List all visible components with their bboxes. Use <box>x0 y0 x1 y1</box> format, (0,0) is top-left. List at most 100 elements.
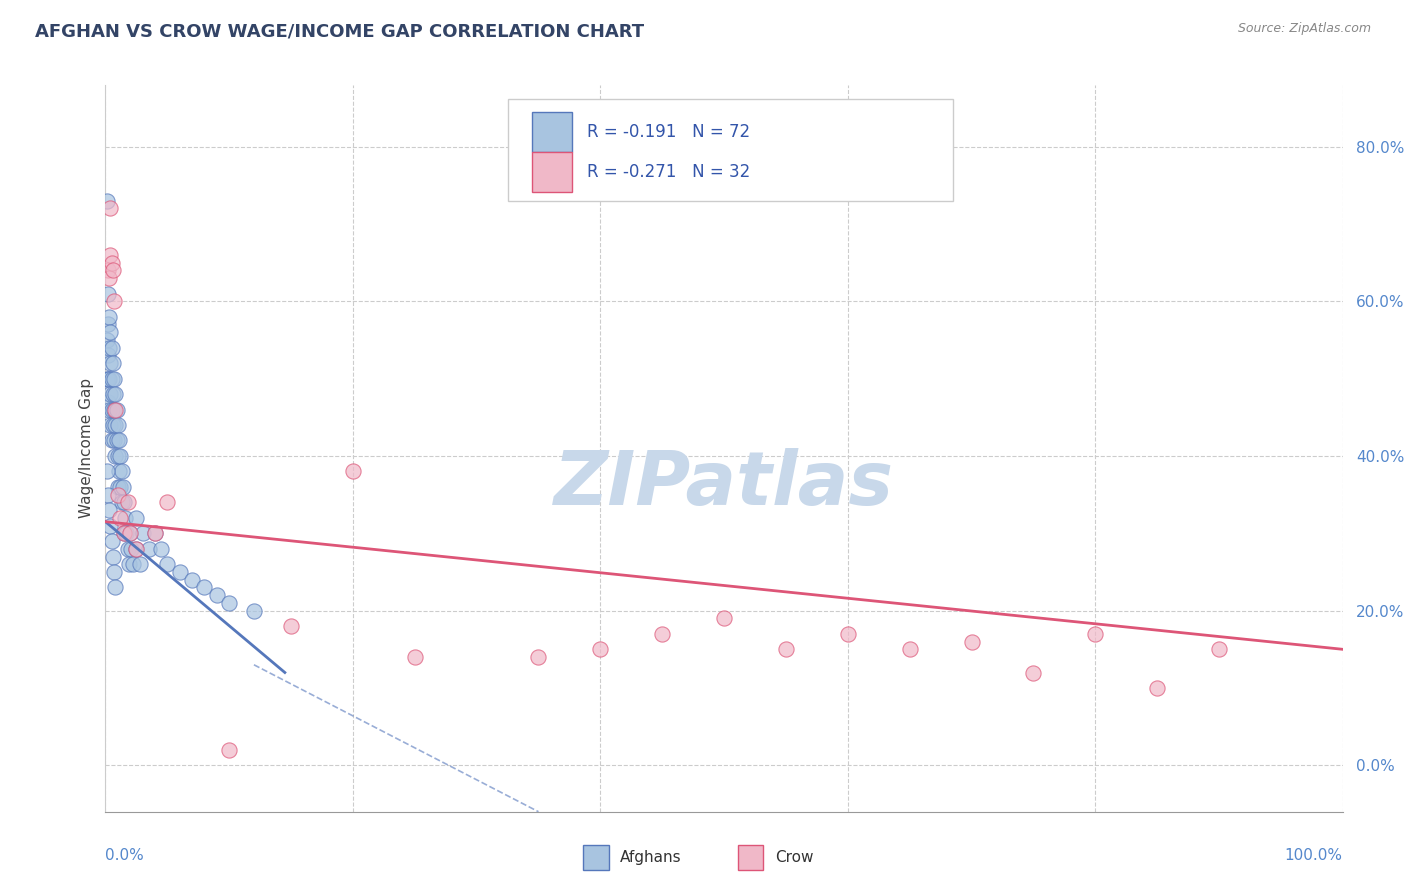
Point <box>107 417 129 432</box>
Point <box>101 387 124 401</box>
Point <box>100 387 122 401</box>
Point <box>98 310 121 324</box>
Point <box>108 465 131 479</box>
Point <box>129 558 152 572</box>
Point <box>100 371 122 385</box>
Point <box>169 565 191 579</box>
Point <box>960 634 983 648</box>
Bar <box>533 152 572 192</box>
Bar <box>533 112 572 152</box>
Point <box>111 480 134 494</box>
Point <box>100 417 122 432</box>
Point <box>117 495 139 509</box>
Point <box>101 417 124 432</box>
Point <box>143 526 166 541</box>
Point <box>131 526 153 541</box>
Point <box>1208 642 1230 657</box>
Point <box>98 402 121 417</box>
Point <box>118 558 141 572</box>
Point <box>104 387 127 401</box>
Point <box>103 294 125 309</box>
Point <box>105 402 128 417</box>
Point <box>97 318 120 332</box>
Point <box>108 434 131 448</box>
Text: Crow: Crow <box>775 850 813 864</box>
FancyBboxPatch shape <box>508 99 953 201</box>
Point <box>101 549 124 564</box>
Point <box>100 534 122 549</box>
Point <box>112 526 135 541</box>
Point <box>1146 681 1168 695</box>
Point <box>156 558 179 572</box>
Point <box>101 356 124 370</box>
Point <box>404 650 426 665</box>
Point <box>125 541 148 556</box>
Text: AFGHAN VS CROW WAGE/INCOME GAP CORRELATION CHART: AFGHAN VS CROW WAGE/INCOME GAP CORRELATI… <box>35 22 644 40</box>
Point <box>100 402 122 417</box>
Point <box>103 565 125 579</box>
Text: 100.0%: 100.0% <box>1285 848 1343 863</box>
Point <box>104 417 127 432</box>
Point <box>97 286 120 301</box>
Point <box>98 271 121 285</box>
Point <box>103 371 125 385</box>
Point <box>97 348 120 362</box>
Point <box>100 325 122 339</box>
Y-axis label: Wage/Income Gap: Wage/Income Gap <box>79 378 94 518</box>
Point <box>218 743 240 757</box>
Point <box>104 402 127 417</box>
Point <box>103 402 125 417</box>
Point <box>97 394 120 409</box>
Point <box>114 511 136 525</box>
Point <box>589 642 612 657</box>
Point <box>110 465 132 479</box>
Point <box>837 627 859 641</box>
Point <box>107 480 129 494</box>
Point <box>125 511 148 525</box>
Point <box>97 488 120 502</box>
Point <box>181 573 204 587</box>
Point <box>105 434 128 448</box>
Point <box>96 333 118 347</box>
Text: Afghans: Afghans <box>620 850 682 864</box>
Point <box>120 541 142 556</box>
Point <box>121 558 143 572</box>
Point <box>100 356 122 370</box>
Point <box>96 371 118 385</box>
Point <box>205 588 228 602</box>
Point <box>104 449 127 463</box>
Point <box>243 604 266 618</box>
Point <box>110 480 132 494</box>
Point <box>100 434 122 448</box>
Point <box>280 619 302 633</box>
Point <box>97 263 120 277</box>
Point <box>96 194 118 208</box>
Point <box>110 449 132 463</box>
Point <box>1084 627 1107 641</box>
Point <box>98 503 121 517</box>
Point <box>107 449 129 463</box>
Point <box>100 341 122 355</box>
Point <box>97 371 120 385</box>
Point <box>125 541 148 556</box>
Point <box>527 650 550 665</box>
Point <box>138 541 160 556</box>
Point <box>98 341 121 355</box>
Point <box>110 495 132 509</box>
Point <box>100 255 122 269</box>
Point <box>143 526 166 541</box>
Point <box>156 495 179 509</box>
Point <box>120 526 142 541</box>
Point <box>100 248 122 262</box>
Text: R = -0.191   N = 72: R = -0.191 N = 72 <box>586 123 749 141</box>
Point <box>150 541 173 556</box>
Point <box>98 371 121 385</box>
Point <box>112 495 135 509</box>
Point <box>342 465 364 479</box>
Point <box>1022 665 1045 680</box>
Point <box>107 488 129 502</box>
Point <box>193 581 215 595</box>
Point <box>115 526 138 541</box>
Point <box>100 202 122 216</box>
Point <box>651 627 673 641</box>
